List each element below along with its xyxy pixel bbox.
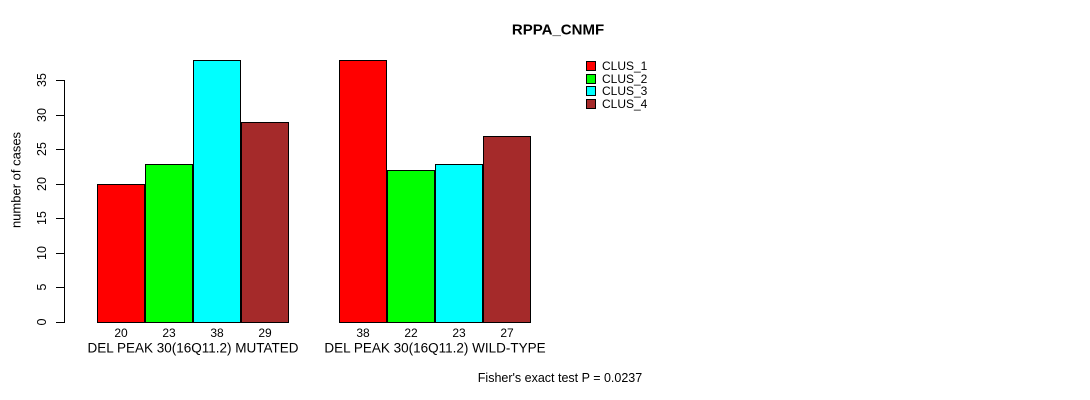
bar-value-label: 38 <box>210 326 224 340</box>
bar-value-label: 38 <box>356 326 370 340</box>
y-tick-label: 15 <box>35 211 49 226</box>
legend-label: CLUS_1 <box>602 59 648 73</box>
bar-value-label: 20 <box>114 326 128 340</box>
y-axis-label: number of cases <box>8 131 24 229</box>
y-tick-mark <box>56 287 64 289</box>
bar-value-label: 29 <box>258 326 272 340</box>
bar-clus_1-group1 <box>97 184 145 323</box>
y-tick-mark <box>56 183 64 185</box>
y-tick-mark <box>56 114 64 116</box>
bar-clus_2-group2 <box>387 170 435 323</box>
bar-clus_3-group2 <box>435 163 483 323</box>
bar-value-label: 23 <box>452 326 466 340</box>
y-tick-label: 20 <box>35 176 49 191</box>
bar-value-label: 23 <box>162 326 176 340</box>
bar-clus_1-group2 <box>339 59 387 323</box>
legend-item-clus_3: CLUS_3 <box>586 85 647 98</box>
y-tick-label: 30 <box>35 107 49 122</box>
bar-value-label: 22 <box>404 326 418 340</box>
y-tick-mark <box>56 322 64 323</box>
legend-swatch-icon <box>586 86 596 97</box>
bar-value-label: 27 <box>500 326 514 340</box>
legend-label: CLUS_2 <box>602 71 648 86</box>
legend-swatch-icon <box>586 99 596 110</box>
y-tick-mark <box>56 80 64 81</box>
legend-label: CLUS_4 <box>602 96 648 111</box>
footnote-fisher-test: Fisher's exact test P = 0.0237 <box>477 371 643 385</box>
bar-clus_4-group1 <box>241 122 289 323</box>
y-tick-label: 35 <box>35 73 49 87</box>
legend-item-clus_1: CLUS_1 <box>586 60 647 73</box>
y-axis-line <box>64 80 65 323</box>
bar-clus_3-group1 <box>193 59 241 323</box>
chart-title: RPPA_CNMF <box>511 21 605 39</box>
legend: CLUS_1 CLUS_2 CLUS_3 CLUS_4 <box>586 60 647 110</box>
bar-clus_4-group2 <box>483 135 531 323</box>
y-tick-label: 5 <box>35 283 49 291</box>
legend-swatch-icon <box>586 73 596 84</box>
x-group-label-mutated: DEL PEAK 30(16Q11.2) MUTATED <box>87 340 299 356</box>
legend-label: CLUS_3 <box>602 84 648 99</box>
legend-swatch-icon <box>586 61 596 72</box>
y-tick-mark <box>56 149 64 151</box>
y-tick-mark <box>56 252 64 254</box>
y-tick-label: 10 <box>35 245 49 260</box>
x-group-label-wildtype: DEL PEAK 30(16Q11.2) WILD-TYPE <box>324 340 546 356</box>
y-tick-label: 0 <box>35 318 49 326</box>
bar-clus_2-group1 <box>145 163 193 323</box>
legend-item-clus_2: CLUS_2 <box>586 71 648 86</box>
legend-item-clus_4: CLUS_4 <box>586 98 647 111</box>
y-tick-label: 25 <box>35 142 49 157</box>
y-tick-mark <box>56 218 64 220</box>
